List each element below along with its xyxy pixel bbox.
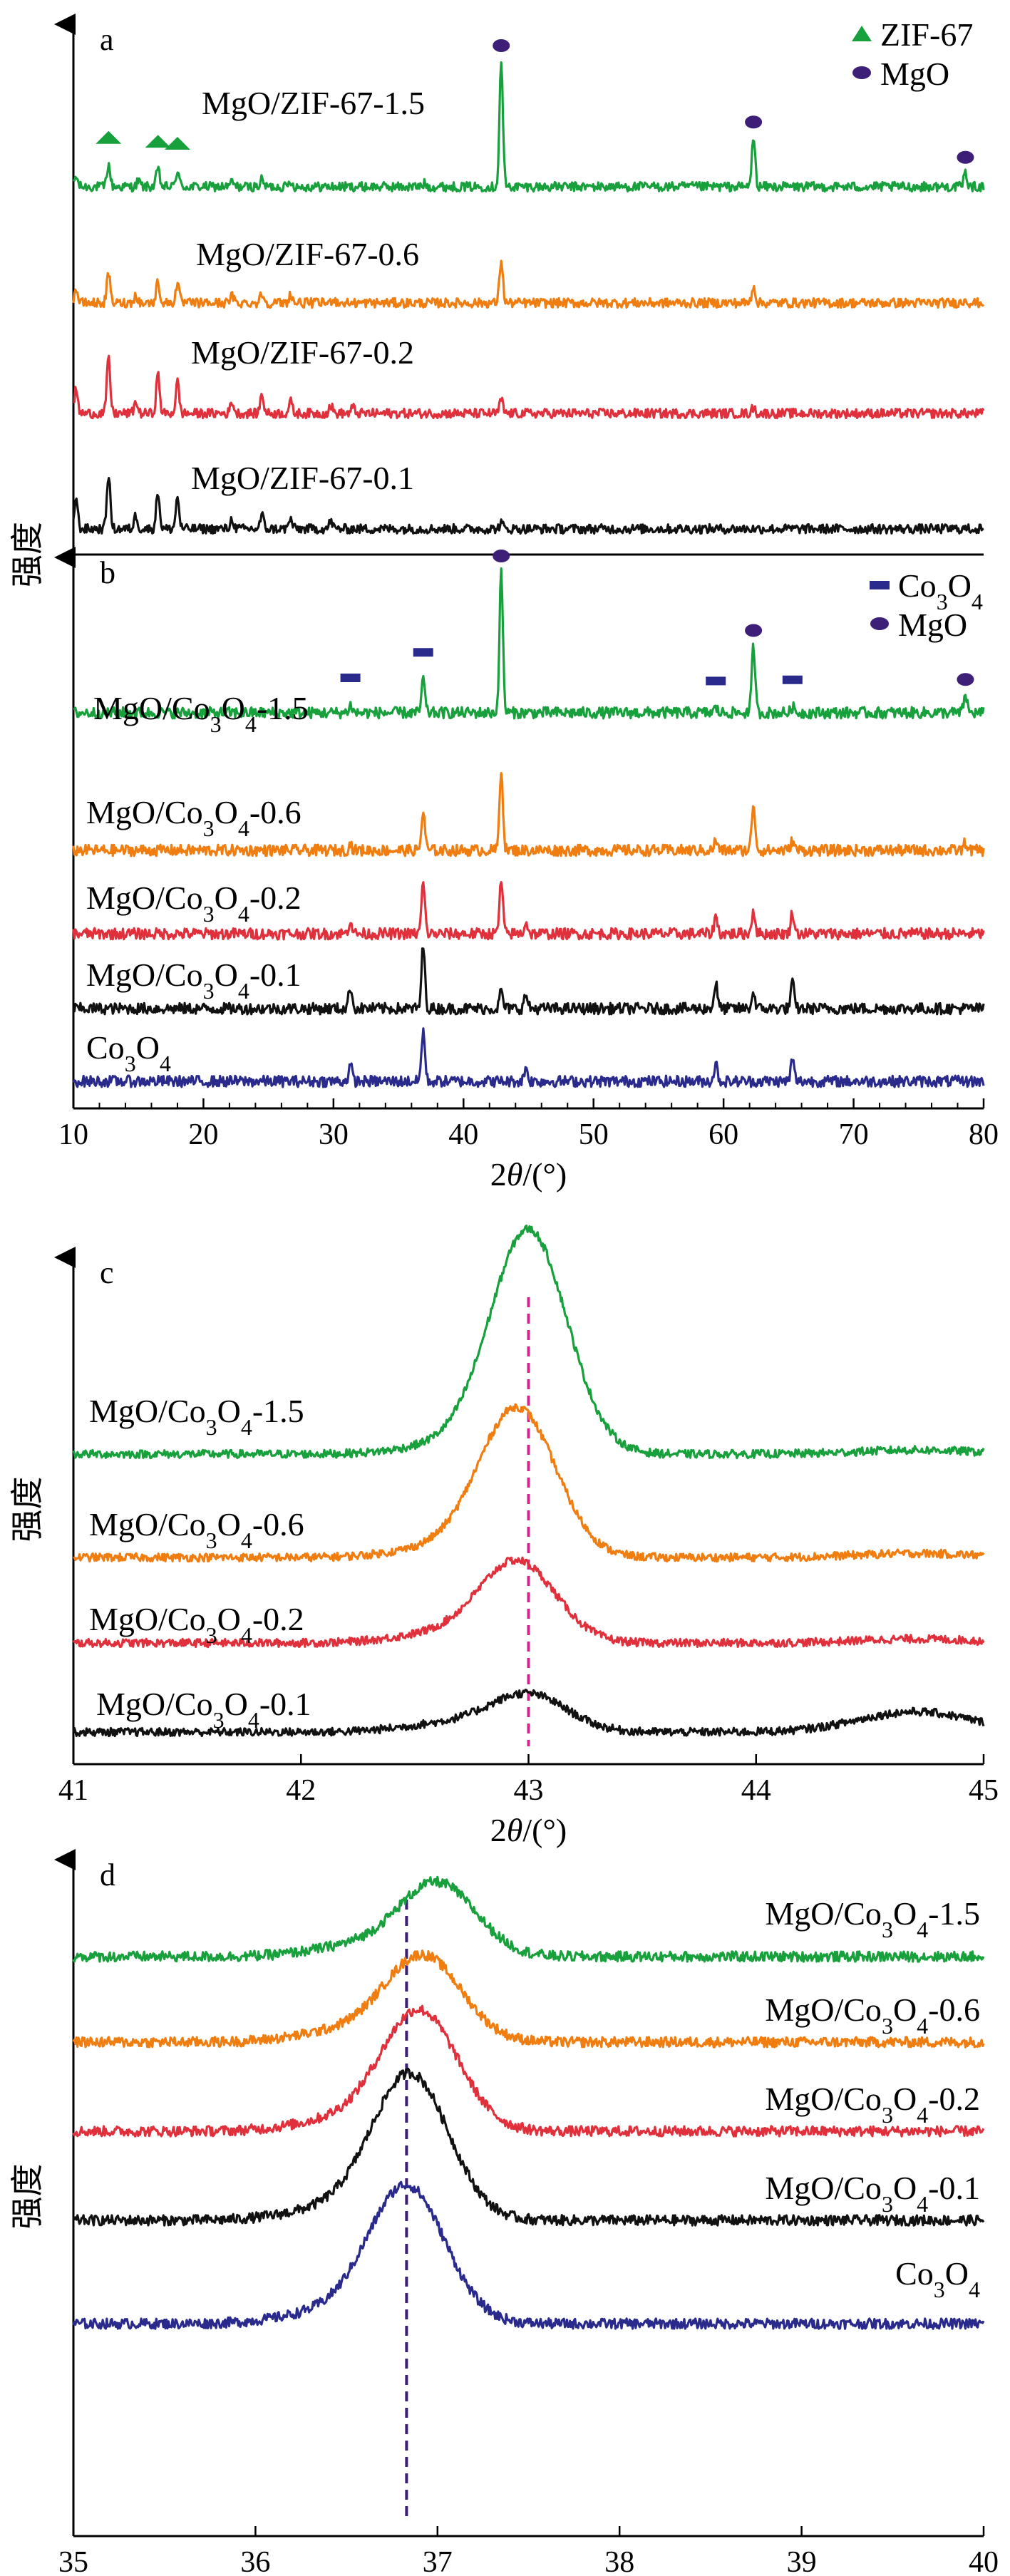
series-line (72, 1027, 985, 1088)
peak-marker-triangle (145, 135, 171, 148)
series-label: MgO/Co3O4-0.2 (89, 1601, 304, 1648)
series-line (72, 881, 985, 941)
peak-marker-rect (782, 675, 803, 684)
peak-marker-ellipse (957, 673, 974, 686)
series-line (73, 567, 985, 720)
series-line (73, 947, 985, 1016)
x-tick-label: 40 (969, 2546, 999, 2576)
peak-marker-ellipse (493, 550, 510, 562)
peak-marker-ellipse (957, 150, 974, 164)
x-tick-label: 50 (579, 1118, 609, 1151)
series-label: MgO/ZIF-67-0.1 (191, 460, 414, 496)
series-line (72, 1556, 985, 1649)
legend-ellipse-icon (870, 617, 889, 630)
x-tick-label: 80 (969, 1118, 999, 1151)
x-tick-label: 35 (58, 2546, 88, 2576)
series-label: MgO/Co3O4-0.1 (86, 957, 302, 1004)
series-line (72, 772, 985, 857)
series-label: MgO/Co3O4-0.1 (96, 1686, 311, 1733)
legend-rect-icon (870, 581, 890, 589)
y-axis-label: 强度 (9, 1477, 46, 1542)
x-tick-label: 30 (319, 1118, 349, 1151)
x-tick-label: 43 (514, 1774, 544, 1807)
x-tick-label: 44 (741, 1774, 771, 1807)
x-tick-label: 40 (448, 1118, 478, 1151)
legend-label: MgO (880, 56, 949, 92)
series-line (72, 2067, 985, 2227)
x-tick-label: 60 (708, 1118, 738, 1151)
x-tick-label: 37 (423, 2546, 453, 2576)
legend-label: MgO (898, 607, 967, 643)
x-tick-label: 20 (188, 1118, 218, 1151)
x-tick-label: 38 (604, 2546, 634, 2576)
peak-marker-rect (340, 674, 361, 682)
series-label: MgO/Co3O4-1.5 (93, 690, 309, 737)
x-tick-label: 45 (969, 1774, 999, 1807)
peak-marker-ellipse (493, 39, 510, 52)
panel-letter: a (100, 22, 114, 57)
series-label: MgO/Co3O4-0.2 (765, 2081, 980, 2128)
series-line (72, 477, 984, 535)
panel-letter: c (100, 1255, 114, 1290)
series-label: MgO/Co3O4-1.5 (89, 1393, 304, 1440)
peak-marker-ellipse (745, 624, 763, 637)
series-line (72, 1875, 985, 1963)
peak-marker-triangle (164, 137, 190, 150)
panel-letter: d (100, 1858, 115, 1892)
legend-label: Co3O4 (898, 567, 983, 614)
x-tick-label: 36 (240, 2546, 270, 2576)
panel-b: b 10 20 30 40 50 60 70 80 2θ/(°) MgO/Co3O4-1.5 MgO/… (54, 547, 999, 1192)
series-line (72, 61, 985, 193)
series-line (73, 1403, 985, 1563)
x-tick-label: 10 (58, 1118, 88, 1151)
series-label: MgO/ZIF-67-0.2 (191, 334, 414, 371)
legend-ellipse-icon (852, 66, 871, 79)
panel-c: c 强度 41 42 43 44 45 2θ/(°) MgO/Co3O4-1.5 MgO/Co3O… (9, 1225, 999, 1848)
x-axis-label: 2θ/(°) (490, 1156, 567, 1192)
y-axis-label: 强度 (9, 2164, 46, 2230)
series-line (72, 2180, 985, 2330)
panel-letter: b (100, 555, 115, 590)
x-tick-label: 41 (58, 1774, 88, 1807)
series-label: MgO/ZIF-67-1.5 (202, 85, 425, 121)
panel-a: a MgO/ZIF-67-1.5 MgO/ZIF-67-0.6 MgO/ZIF-67-… (54, 14, 985, 556)
legend-triangle-icon (852, 26, 872, 41)
x-axis-label: 2θ/(°) (490, 1812, 567, 1848)
series-line (72, 1689, 985, 1738)
series-label: MgO/Co3O4-0.6 (765, 1992, 980, 2039)
x-tick-label: 70 (839, 1118, 869, 1151)
series-label: MgO/Co3O4-0.2 (86, 880, 302, 927)
series-label: MgO/Co3O4-0.6 (89, 1506, 304, 1553)
series-label: Co3O4 (895, 2255, 980, 2302)
series-line (72, 1225, 985, 1460)
series-label: MgO/Co3O4-0.1 (765, 2170, 980, 2217)
legend-label: ZIF-67 (880, 16, 973, 53)
y-axis-label: 强度 (9, 522, 46, 587)
peak-marker-triangle (96, 130, 122, 144)
peak-marker-rect (413, 648, 433, 657)
series-line (72, 1949, 985, 2049)
series-line (72, 2004, 985, 2138)
peak-marker-ellipse (745, 115, 763, 129)
x-tick-label: 42 (286, 1774, 316, 1807)
series-label: MgO/ZIF-67-0.6 (196, 236, 419, 272)
series-line (72, 259, 985, 309)
series-line (73, 354, 985, 420)
peak-marker-rect (706, 676, 726, 686)
x-tick-label: 39 (787, 2546, 817, 2576)
series-label: MgO/Co3O4-1.5 (765, 1895, 980, 1942)
series-label: Co3O4 (86, 1029, 171, 1076)
series-label: MgO/Co3O4-0.6 (86, 794, 302, 841)
panel-d: d强度3536373839402θ/(°)MgO/Co3O4-1.5MgO/Co… (9, 1849, 999, 2576)
